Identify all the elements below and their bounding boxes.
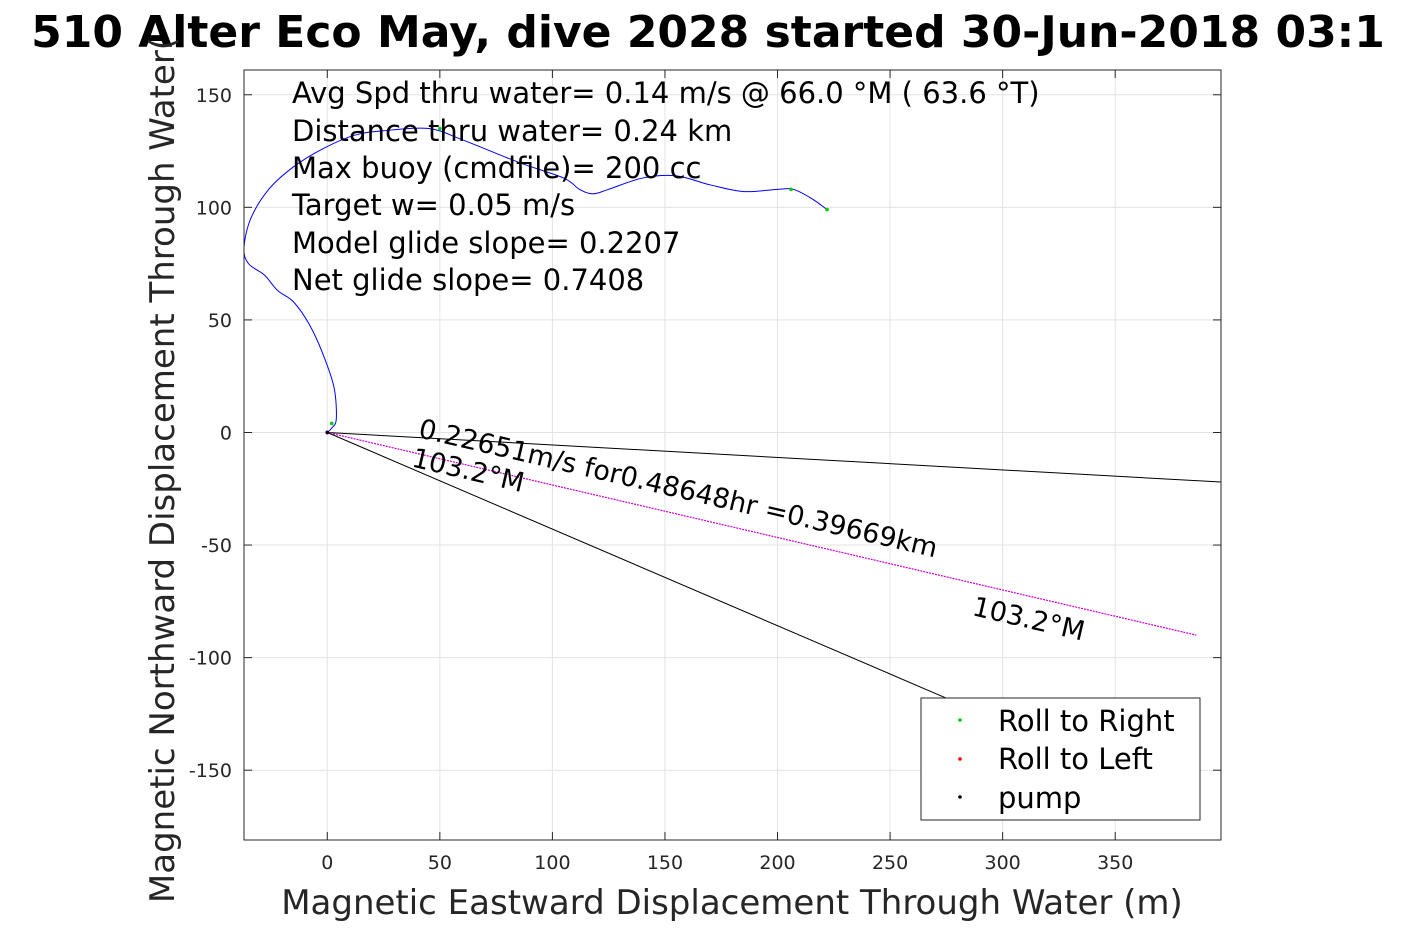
x-tick-label: 300 <box>985 852 1021 874</box>
y-axis-label: Magnetic Northward Displacement Through … <box>143 37 183 903</box>
legend-label-pump: pump <box>998 781 1081 815</box>
y-tick-label: 150 <box>196 85 232 107</box>
roll-right-marker <box>825 207 829 212</box>
legend-label-roll-left: Roll to Left <box>998 742 1153 776</box>
reference-lines <box>327 431 1222 699</box>
y-tick-label: 100 <box>196 197 232 219</box>
plot-frame <box>243 69 1222 841</box>
info-avg-speed: Avg Spd thru water= 0.14 m/s @ 66.0 °M (… <box>292 76 1040 110</box>
roll-right-marker <box>438 126 442 131</box>
y-tick-label: 50 <box>208 310 232 332</box>
x-tick-label: 250 <box>872 852 908 874</box>
x-tick-label: 200 <box>759 852 795 874</box>
info-model-glide-slope: Model glide slope= 0.2207 <box>292 226 680 260</box>
x-tick-label: 50 <box>428 852 452 874</box>
legend-marker-roll-right <box>958 718 962 722</box>
dive-info-block: Avg Spd thru water= 0.14 m/s @ 66.0 °M (… <box>291 76 1040 297</box>
info-target-w: Target w= 0.05 m/s <box>291 188 575 222</box>
reference-line <box>327 431 1222 483</box>
info-distance: Distance thru water= 0.24 km <box>292 114 732 148</box>
current-vector-line <box>327 431 1197 636</box>
x-tick-label: 150 <box>647 852 683 874</box>
legend-marker-pump <box>958 795 962 799</box>
track-layer <box>243 127 828 433</box>
chart-title: 510 Alter Eco May, dive 2028 started 30-… <box>31 7 1385 58</box>
legend-label-roll-right: Roll to Right <box>998 704 1175 738</box>
x-tick-label: 0 <box>321 852 333 874</box>
info-net-glide-slope: Net glide slope= 0.7408 <box>292 263 644 297</box>
legend-box <box>920 697 1201 821</box>
x-tick-label: 350 <box>1097 852 1133 874</box>
y-tick-label: -100 <box>189 648 232 670</box>
pump-marker <box>325 430 330 435</box>
y-tick-label: -50 <box>201 535 232 557</box>
roll-right-marker <box>329 421 334 426</box>
legend-marker-roll-left <box>958 757 962 761</box>
x-tick-label: 100 <box>534 852 570 874</box>
glider-track-line <box>243 127 828 433</box>
y-tick-label: -150 <box>189 760 232 782</box>
legend: Roll to Right Roll to Left pump <box>920 697 1201 821</box>
reference-line <box>327 432 947 699</box>
info-max-buoy: Max buoy (cmdfile)= 200 cc <box>292 151 701 185</box>
x-axis-label: Magnetic Eastward Displacement Through W… <box>281 883 1183 923</box>
marker-layer <box>325 126 829 435</box>
y-tick-label: 0 <box>220 422 232 444</box>
grid-lines <box>244 70 1221 840</box>
roll-right-marker <box>789 187 793 192</box>
x-tick-labels: 0 50 100 150 200 250 300 350 <box>321 70 1133 874</box>
y-tick-labels: 150 100 50 0 -50 -100 -150 <box>189 85 1221 782</box>
